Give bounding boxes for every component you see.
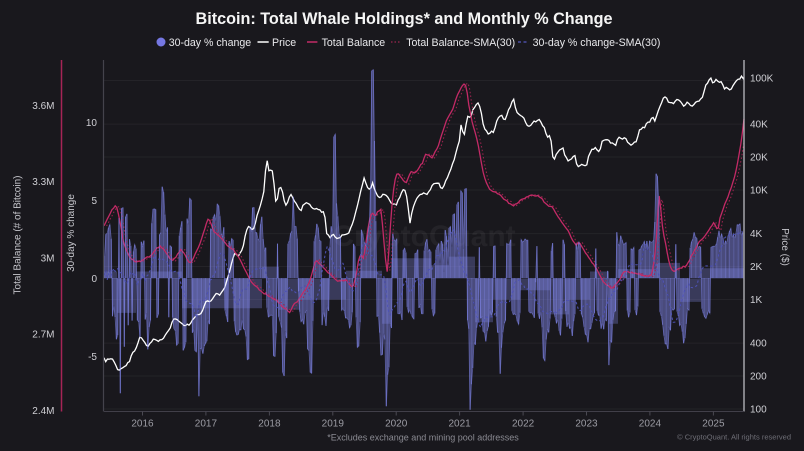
svg-text:100: 100 bbox=[750, 405, 767, 416]
svg-text:2021: 2021 bbox=[448, 419, 471, 430]
svg-text:Total Balance: Total Balance bbox=[322, 37, 386, 49]
svg-text:100K: 100K bbox=[750, 74, 774, 85]
svg-text:2K: 2K bbox=[750, 262, 763, 273]
svg-text:-5: -5 bbox=[88, 352, 97, 363]
svg-text:2020: 2020 bbox=[385, 419, 408, 430]
svg-text:2024: 2024 bbox=[639, 419, 662, 430]
svg-text:5: 5 bbox=[91, 196, 97, 207]
svg-text:20K: 20K bbox=[750, 153, 768, 164]
svg-text:2017: 2017 bbox=[195, 419, 218, 430]
svg-text:Price: Price bbox=[272, 37, 296, 49]
svg-text:40K: 40K bbox=[750, 120, 768, 131]
svg-text:3.6M: 3.6M bbox=[32, 101, 54, 112]
svg-text:30-day % change: 30-day % change bbox=[66, 194, 77, 272]
svg-text:0: 0 bbox=[91, 274, 97, 285]
svg-text:200: 200 bbox=[750, 372, 767, 383]
svg-text:Total Balance-SMA(30): Total Balance-SMA(30) bbox=[406, 37, 515, 49]
svg-text:Price ($): Price ($) bbox=[779, 228, 790, 266]
svg-text:400: 400 bbox=[750, 339, 767, 350]
svg-text:2022: 2022 bbox=[512, 419, 535, 430]
svg-text:1K: 1K bbox=[750, 295, 763, 306]
svg-text:2018: 2018 bbox=[258, 419, 281, 430]
svg-text:Bitcoin: Total Whale Holdings*: Bitcoin: Total Whale Holdings* and Month… bbox=[196, 10, 613, 28]
svg-text:2016: 2016 bbox=[131, 419, 154, 430]
svg-text:30-day % change-SMA(30): 30-day % change-SMA(30) bbox=[533, 37, 661, 49]
svg-text:10: 10 bbox=[86, 118, 98, 129]
svg-text:2023: 2023 bbox=[575, 419, 598, 430]
svg-text:2019: 2019 bbox=[322, 419, 345, 430]
svg-text:2.4M: 2.4M bbox=[32, 406, 54, 417]
svg-text:Total Balance (# of Bitcoin): Total Balance (# of Bitcoin) bbox=[13, 176, 24, 295]
svg-text:CryptoQuant: CryptoQuant bbox=[332, 220, 515, 253]
svg-text:2.7M: 2.7M bbox=[32, 330, 54, 341]
svg-text:3M: 3M bbox=[41, 253, 55, 264]
svg-text:*Excludes exchange and mining: *Excludes exchange and mining pool addre… bbox=[327, 433, 519, 443]
svg-text:30-day % change: 30-day % change bbox=[169, 37, 252, 49]
svg-text:4K: 4K bbox=[750, 229, 763, 240]
svg-text:2025: 2025 bbox=[702, 419, 725, 430]
svg-text:3.3M: 3.3M bbox=[32, 177, 54, 188]
svg-text:10K: 10K bbox=[750, 186, 768, 197]
svg-text:© CryptoQuant. All rights rese: © CryptoQuant. All rights reserved bbox=[677, 433, 791, 442]
